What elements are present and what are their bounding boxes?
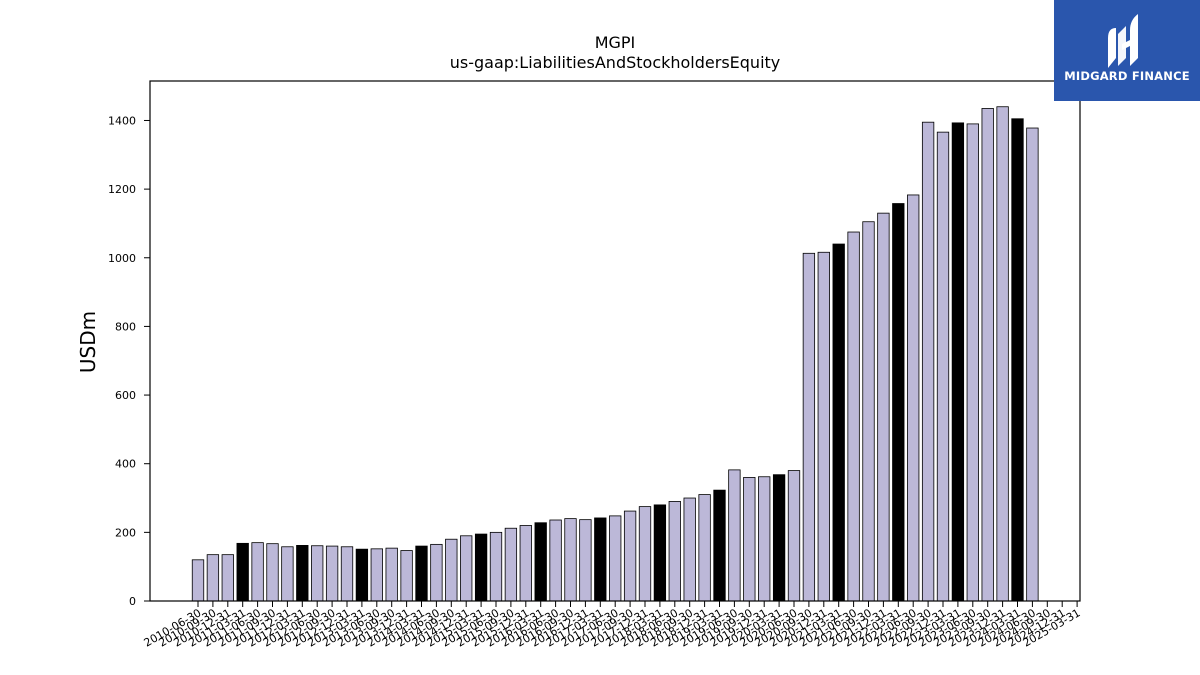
- y-tick-label: 400: [115, 458, 136, 471]
- bar-2016-12-31: [579, 519, 592, 602]
- bar-2019-06-30: [728, 469, 741, 602]
- y-tick-label: 1200: [108, 183, 136, 196]
- bar-2013-06-30: [370, 548, 383, 602]
- midgard-logo-mark-icon: [1108, 14, 1138, 68]
- bar-2020-09-30: [802, 252, 816, 602]
- bar-2013-12-31: [400, 550, 413, 602]
- chart-subtitle: us-gaap:LiabilitiesAndStockholdersEquity: [450, 53, 781, 72]
- bar-2014-09-30: [445, 538, 458, 602]
- y-tick-label: 600: [115, 389, 136, 402]
- y-axis-label: USDm: [76, 311, 100, 373]
- bar-2020-06-30: [787, 470, 801, 602]
- bar-2023-12-31: [996, 106, 1009, 602]
- bar-2023-09-30: [981, 108, 994, 602]
- y-tick-label: 1400: [108, 114, 136, 127]
- chart-title: MGPI: [595, 33, 636, 52]
- bar-2021-09-30: [862, 221, 875, 602]
- bar-2017-12-31: [638, 506, 652, 602]
- midgard-finance-logo: MIDGARD FINANCE: [1054, 0, 1200, 101]
- bar-2016-06-30: [549, 519, 562, 602]
- bar-2015-06-30: [489, 531, 503, 602]
- plot-frame: [149, 80, 1081, 602]
- bar-2022-09-30: [921, 121, 935, 602]
- bar-2011-09-30: [266, 543, 279, 602]
- logo-text: MIDGARD FINANCE: [1064, 69, 1190, 83]
- bar-2019-09-30: [743, 477, 756, 602]
- bar-2014-12-31: [460, 535, 473, 602]
- bar-2011-12-31: [281, 546, 294, 602]
- bar-2011-06-30: [251, 542, 264, 602]
- bar-2012-06-30: [311, 545, 324, 602]
- bar-2013-03-31: [355, 548, 369, 602]
- bar-2022-06-30: [907, 194, 920, 602]
- bar-2012-03-31: [296, 545, 309, 602]
- y-tick-label: 0: [129, 595, 136, 608]
- y-axis: 0 200 400 600 800 1000 1200 1400: [108, 114, 150, 608]
- bar-2018-12-31: [698, 494, 711, 602]
- x-axis: 2010-06-302010-09-302010-12-312011-03-31…: [142, 601, 1083, 650]
- bar-2021-06-30: [847, 231, 860, 602]
- bar-2010-06-30: [191, 559, 205, 602]
- bar-2022-03-31: [892, 203, 905, 602]
- bar-2023-03-31: [951, 122, 965, 602]
- bar-2015-12-31: [519, 525, 532, 602]
- bar-2015-03-31: [474, 533, 488, 602]
- bar-2012-12-31: [340, 546, 354, 602]
- bar-2010-12-31: [221, 554, 234, 602]
- bar-2021-03-31: [832, 243, 845, 602]
- bar-2020-03-31: [772, 474, 786, 602]
- bar-2013-09-30: [385, 547, 398, 602]
- bar-2018-09-30: [683, 497, 696, 602]
- bar-2016-03-31: [534, 522, 547, 602]
- bar-2019-03-31: [713, 489, 726, 602]
- bar-2020-12-31: [817, 251, 830, 602]
- bar-2017-03-31: [594, 517, 607, 602]
- y-tick-label: 1000: [108, 252, 136, 265]
- bars-layer: [191, 106, 1039, 602]
- y-tick-label: 200: [115, 526, 136, 539]
- bar-2017-06-30: [609, 515, 622, 602]
- bar-2018-06-30: [668, 501, 681, 602]
- bar-2010-09-30: [206, 554, 220, 602]
- bar-2023-06-30: [966, 123, 979, 602]
- bar-2021-12-31: [877, 212, 890, 602]
- bar-2019-12-31: [758, 476, 771, 602]
- bar-2015-09-30: [504, 527, 518, 602]
- bar-2016-09-30: [564, 518, 577, 602]
- bar-2011-03-31: [236, 542, 249, 602]
- bar-2014-03-31: [415, 545, 428, 602]
- bar-2022-12-31: [936, 131, 950, 602]
- bar-2017-09-30: [623, 510, 637, 602]
- bar-2014-06-30: [430, 543, 443, 602]
- y-tick-label: 800: [115, 320, 136, 333]
- bar-2024-03-31: [1011, 118, 1024, 602]
- bar-2018-03-31: [653, 504, 667, 602]
- bar-2012-09-30: [325, 545, 339, 602]
- bar-2024-06-30: [1026, 127, 1039, 602]
